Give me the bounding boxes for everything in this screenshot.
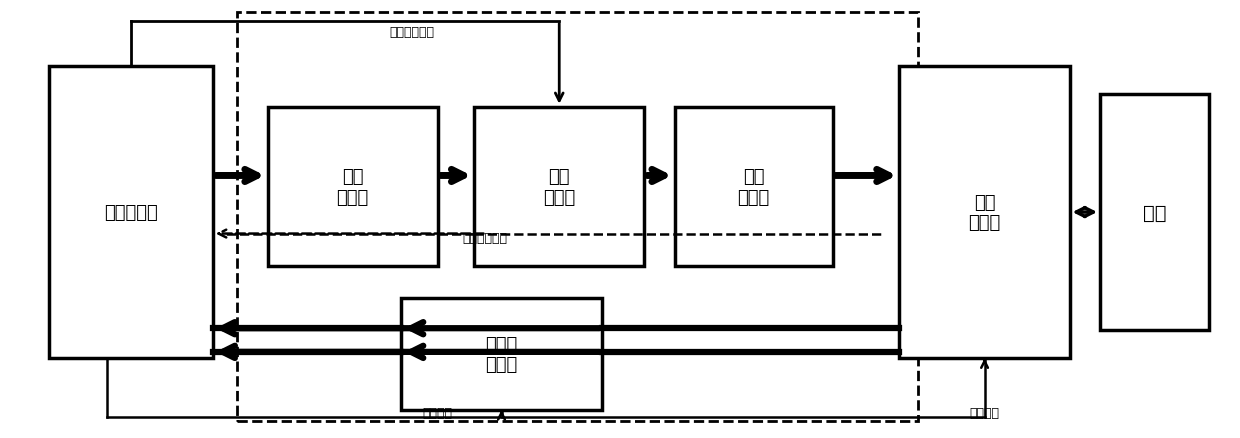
- Bar: [48, 67, 213, 358]
- Bar: [268, 107, 438, 266]
- Text: 天线: 天线: [1143, 203, 1167, 222]
- Text: 带通
滤波器: 带通 滤波器: [336, 167, 368, 206]
- Text: 低噪声
放大器: 低噪声 放大器: [485, 335, 517, 374]
- Bar: [1100, 95, 1209, 331]
- Text: 发射功率控制: 发射功率控制: [389, 26, 434, 39]
- Text: 无线收发器: 无线收发器: [104, 204, 157, 222]
- Text: 收发
切换器: 收发 切换器: [968, 193, 1001, 232]
- Text: 发射功率检测: 发射功率检测: [463, 232, 507, 245]
- Bar: [675, 107, 833, 266]
- Bar: [402, 298, 601, 410]
- Bar: [237, 13, 918, 421]
- Text: 增益控制: 增益控制: [423, 406, 453, 419]
- Text: 功率
放大器: 功率 放大器: [543, 167, 575, 206]
- Bar: [899, 67, 1070, 358]
- Bar: [474, 107, 645, 266]
- Text: 收发控制: 收发控制: [970, 406, 999, 419]
- Text: 低通
滤波器: 低通 滤波器: [738, 167, 770, 206]
